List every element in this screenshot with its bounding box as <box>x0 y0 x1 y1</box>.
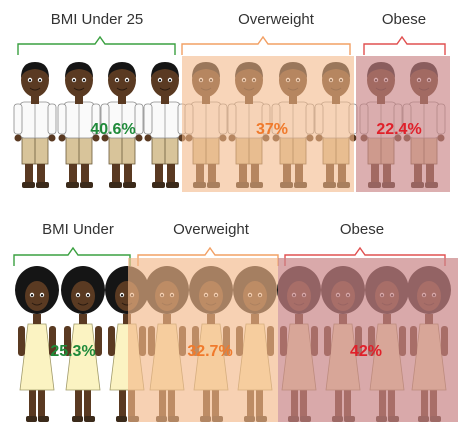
women-under25-group: BMI Under 25.3% <box>13 221 150 423</box>
women-obese-label: Obese <box>340 221 384 238</box>
men-row: BMI Under 25 40.6% Overweight 37% Obese … <box>13 11 450 192</box>
men-under25-label: BMI Under 25 <box>51 11 144 28</box>
men-overweight-value: 37% <box>256 121 288 138</box>
man-figure <box>143 61 187 189</box>
women-overweight-bracket <box>137 246 279 266</box>
women-overweight-group: Overweight 32.7% <box>128 221 279 423</box>
men-obese-bracket <box>363 35 446 55</box>
men-obese-label: Obese <box>382 11 426 28</box>
men-under25-bracket <box>17 35 176 55</box>
women-overweight-label: Overweight <box>173 221 250 238</box>
women-row: BMI Under 25.3% Overweight 32.7% Obese 4… <box>13 221 458 423</box>
women-obese-bracket <box>284 246 446 266</box>
men-obese-tint <box>356 56 450 192</box>
women-under25-bracket <box>13 246 131 266</box>
women-overweight-tint <box>128 258 278 422</box>
women-under25-label: BMI Under <box>42 221 114 238</box>
men-overweight-bracket <box>181 35 351 55</box>
men-overweight-group: Overweight 37% <box>181 11 358 192</box>
women-overweight-value: 32.7% <box>187 343 232 360</box>
men-obese-value: 22.4% <box>376 121 421 138</box>
men-under25-value: 40.6% <box>90 121 135 138</box>
men-overweight-label: Overweight <box>238 11 315 28</box>
women-under25-value: 25.3% <box>50 343 95 360</box>
women-obese-group: Obese 42% <box>276 221 458 423</box>
men-under25-group: BMI Under 25 40.6% <box>13 11 187 189</box>
men-overweight-tint <box>182 56 354 192</box>
women-obese-tint <box>278 258 458 422</box>
men-obese-group: Obese 22.4% <box>356 11 450 192</box>
women-obese-value: 42% <box>350 343 382 360</box>
man-figure <box>13 61 57 189</box>
